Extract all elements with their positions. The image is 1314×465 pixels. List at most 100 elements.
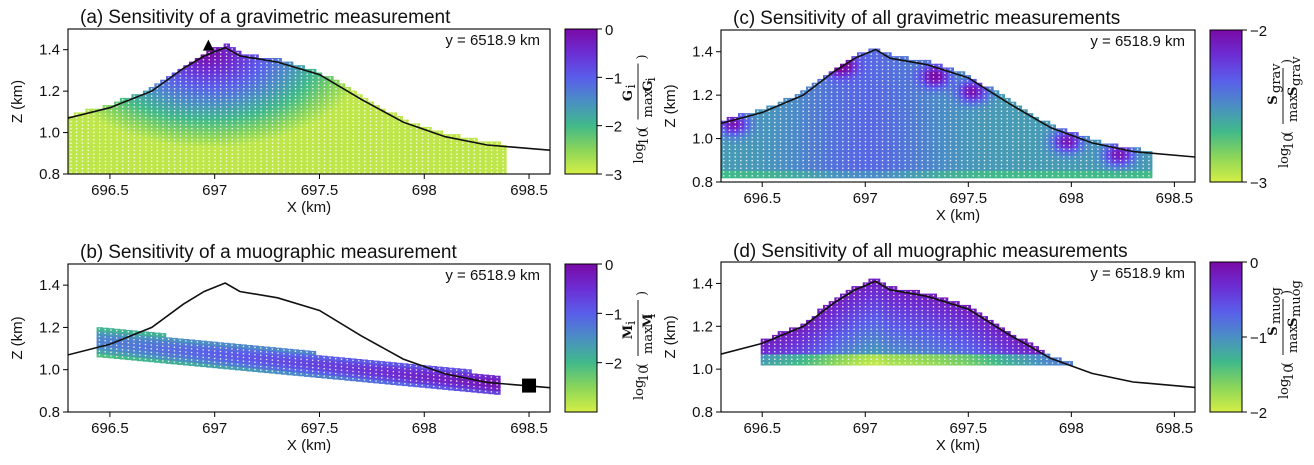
- grid-dot: [121, 113, 124, 115]
- grid-dot: [214, 117, 216, 119]
- grid-dot: [93, 127, 95, 130]
- grid-dot: [254, 73, 257, 76]
- grid-dot: [87, 167, 89, 170]
- grid-dot: [237, 142, 239, 144]
- grid-dot: [98, 164, 101, 166]
- grid-dot: [410, 156, 412, 159]
- grid-dot: [98, 335, 101, 338]
- grid-dot: [260, 347, 262, 349]
- grid-dot: [317, 88, 320, 90]
- grid-dot: [179, 361, 181, 364]
- grid-dot: [294, 91, 297, 94]
- grid-dot: [248, 77, 251, 79]
- grid-dot: [237, 69, 239, 72]
- grid-dot: [444, 386, 447, 389]
- grid-dot: [116, 106, 118, 108]
- grid-dot: [93, 138, 95, 141]
- grid-dot: [490, 379, 493, 382]
- grid-dot: [121, 117, 124, 119]
- grid-dot: [231, 138, 233, 141]
- grid-dot: [346, 117, 349, 119]
- grid-dot: [317, 138, 320, 141]
- grid-dot: [329, 124, 332, 126]
- grid-dot: [133, 138, 136, 141]
- grid-dot: [145, 167, 147, 170]
- grid-dot: [433, 135, 435, 137]
- grid-dot: [358, 109, 360, 112]
- grid-dot: [139, 354, 141, 356]
- grid-dot: [266, 77, 268, 79]
- grid-dot: [496, 149, 499, 152]
- grid-dot: [145, 120, 147, 123]
- grid-dot: [306, 355, 308, 357]
- grid-dot: [473, 171, 476, 173]
- grid-dot: [294, 142, 297, 144]
- grid-dot: [225, 44, 228, 47]
- grid-dot: [415, 127, 418, 130]
- grid-dot: [266, 142, 268, 144]
- grid-dot: [427, 373, 429, 376]
- grid-dot: [346, 138, 349, 141]
- grid-dot: [392, 167, 395, 170]
- grid-dot: [173, 135, 176, 137]
- grid-dot: [173, 95, 176, 97]
- grid-dot: [121, 167, 124, 170]
- grid-dot: [323, 135, 326, 137]
- grid-dot: [346, 127, 349, 130]
- grid-dot: [173, 149, 176, 152]
- grid-dot: [381, 138, 383, 141]
- grid-dot: [300, 120, 303, 123]
- grid-dot: [208, 153, 210, 155]
- grid-dot: [266, 171, 268, 173]
- colorbar-label-paren-open: (: [635, 363, 650, 368]
- grid-dot: [387, 153, 389, 155]
- grid-dot: [225, 95, 228, 97]
- grid-dot: [381, 142, 383, 144]
- grid-dot: [208, 77, 210, 79]
- grid-dot: [283, 127, 285, 130]
- grid-dot: [167, 356, 170, 359]
- grid-dot: [352, 109, 355, 112]
- grid-dot: [162, 124, 164, 126]
- grid-dot: [387, 135, 389, 137]
- grid-dot: [231, 91, 233, 94]
- grid-dot: [283, 349, 285, 351]
- grid-dot: [243, 124, 245, 126]
- grid-dot: [404, 160, 406, 163]
- grid-dot: [363, 368, 366, 370]
- grid-dot: [231, 351, 233, 354]
- grid-dot: [162, 160, 164, 163]
- grid-dot: [104, 167, 107, 170]
- grid-dot: [156, 341, 158, 343]
- grid-dot: [404, 156, 406, 159]
- grid-dot: [386, 373, 389, 376]
- grid-dot: [185, 106, 187, 108]
- grid-dot: [254, 368, 256, 371]
- grid-dot: [444, 149, 447, 152]
- grid-dot: [346, 362, 349, 365]
- grid-dot: [196, 344, 199, 347]
- grid-dot: [312, 153, 314, 155]
- grid-dot: [329, 106, 332, 108]
- grid-dot: [179, 109, 182, 112]
- grid-dot: [254, 91, 257, 94]
- grid-dot: [346, 160, 349, 163]
- grid-dot: [75, 138, 78, 141]
- grid-dot: [208, 84, 210, 86]
- grid-dot: [231, 120, 233, 123]
- grid-dot: [254, 164, 257, 166]
- grid-dot: [312, 156, 314, 159]
- grid-dot: [208, 80, 210, 83]
- grid-dot: [340, 102, 343, 105]
- grid-dot: [381, 131, 383, 134]
- grid-dot: [312, 135, 314, 137]
- grid-dot: [289, 135, 291, 137]
- grid-dot: [237, 91, 239, 94]
- grid-dot: [467, 156, 470, 159]
- grid-dot: [467, 149, 470, 152]
- grid-dot: [462, 171, 464, 173]
- grid-dot: [167, 349, 170, 352]
- grid-dot: [473, 156, 476, 159]
- grid-dot: [162, 146, 164, 148]
- grid-dot: [329, 156, 332, 159]
